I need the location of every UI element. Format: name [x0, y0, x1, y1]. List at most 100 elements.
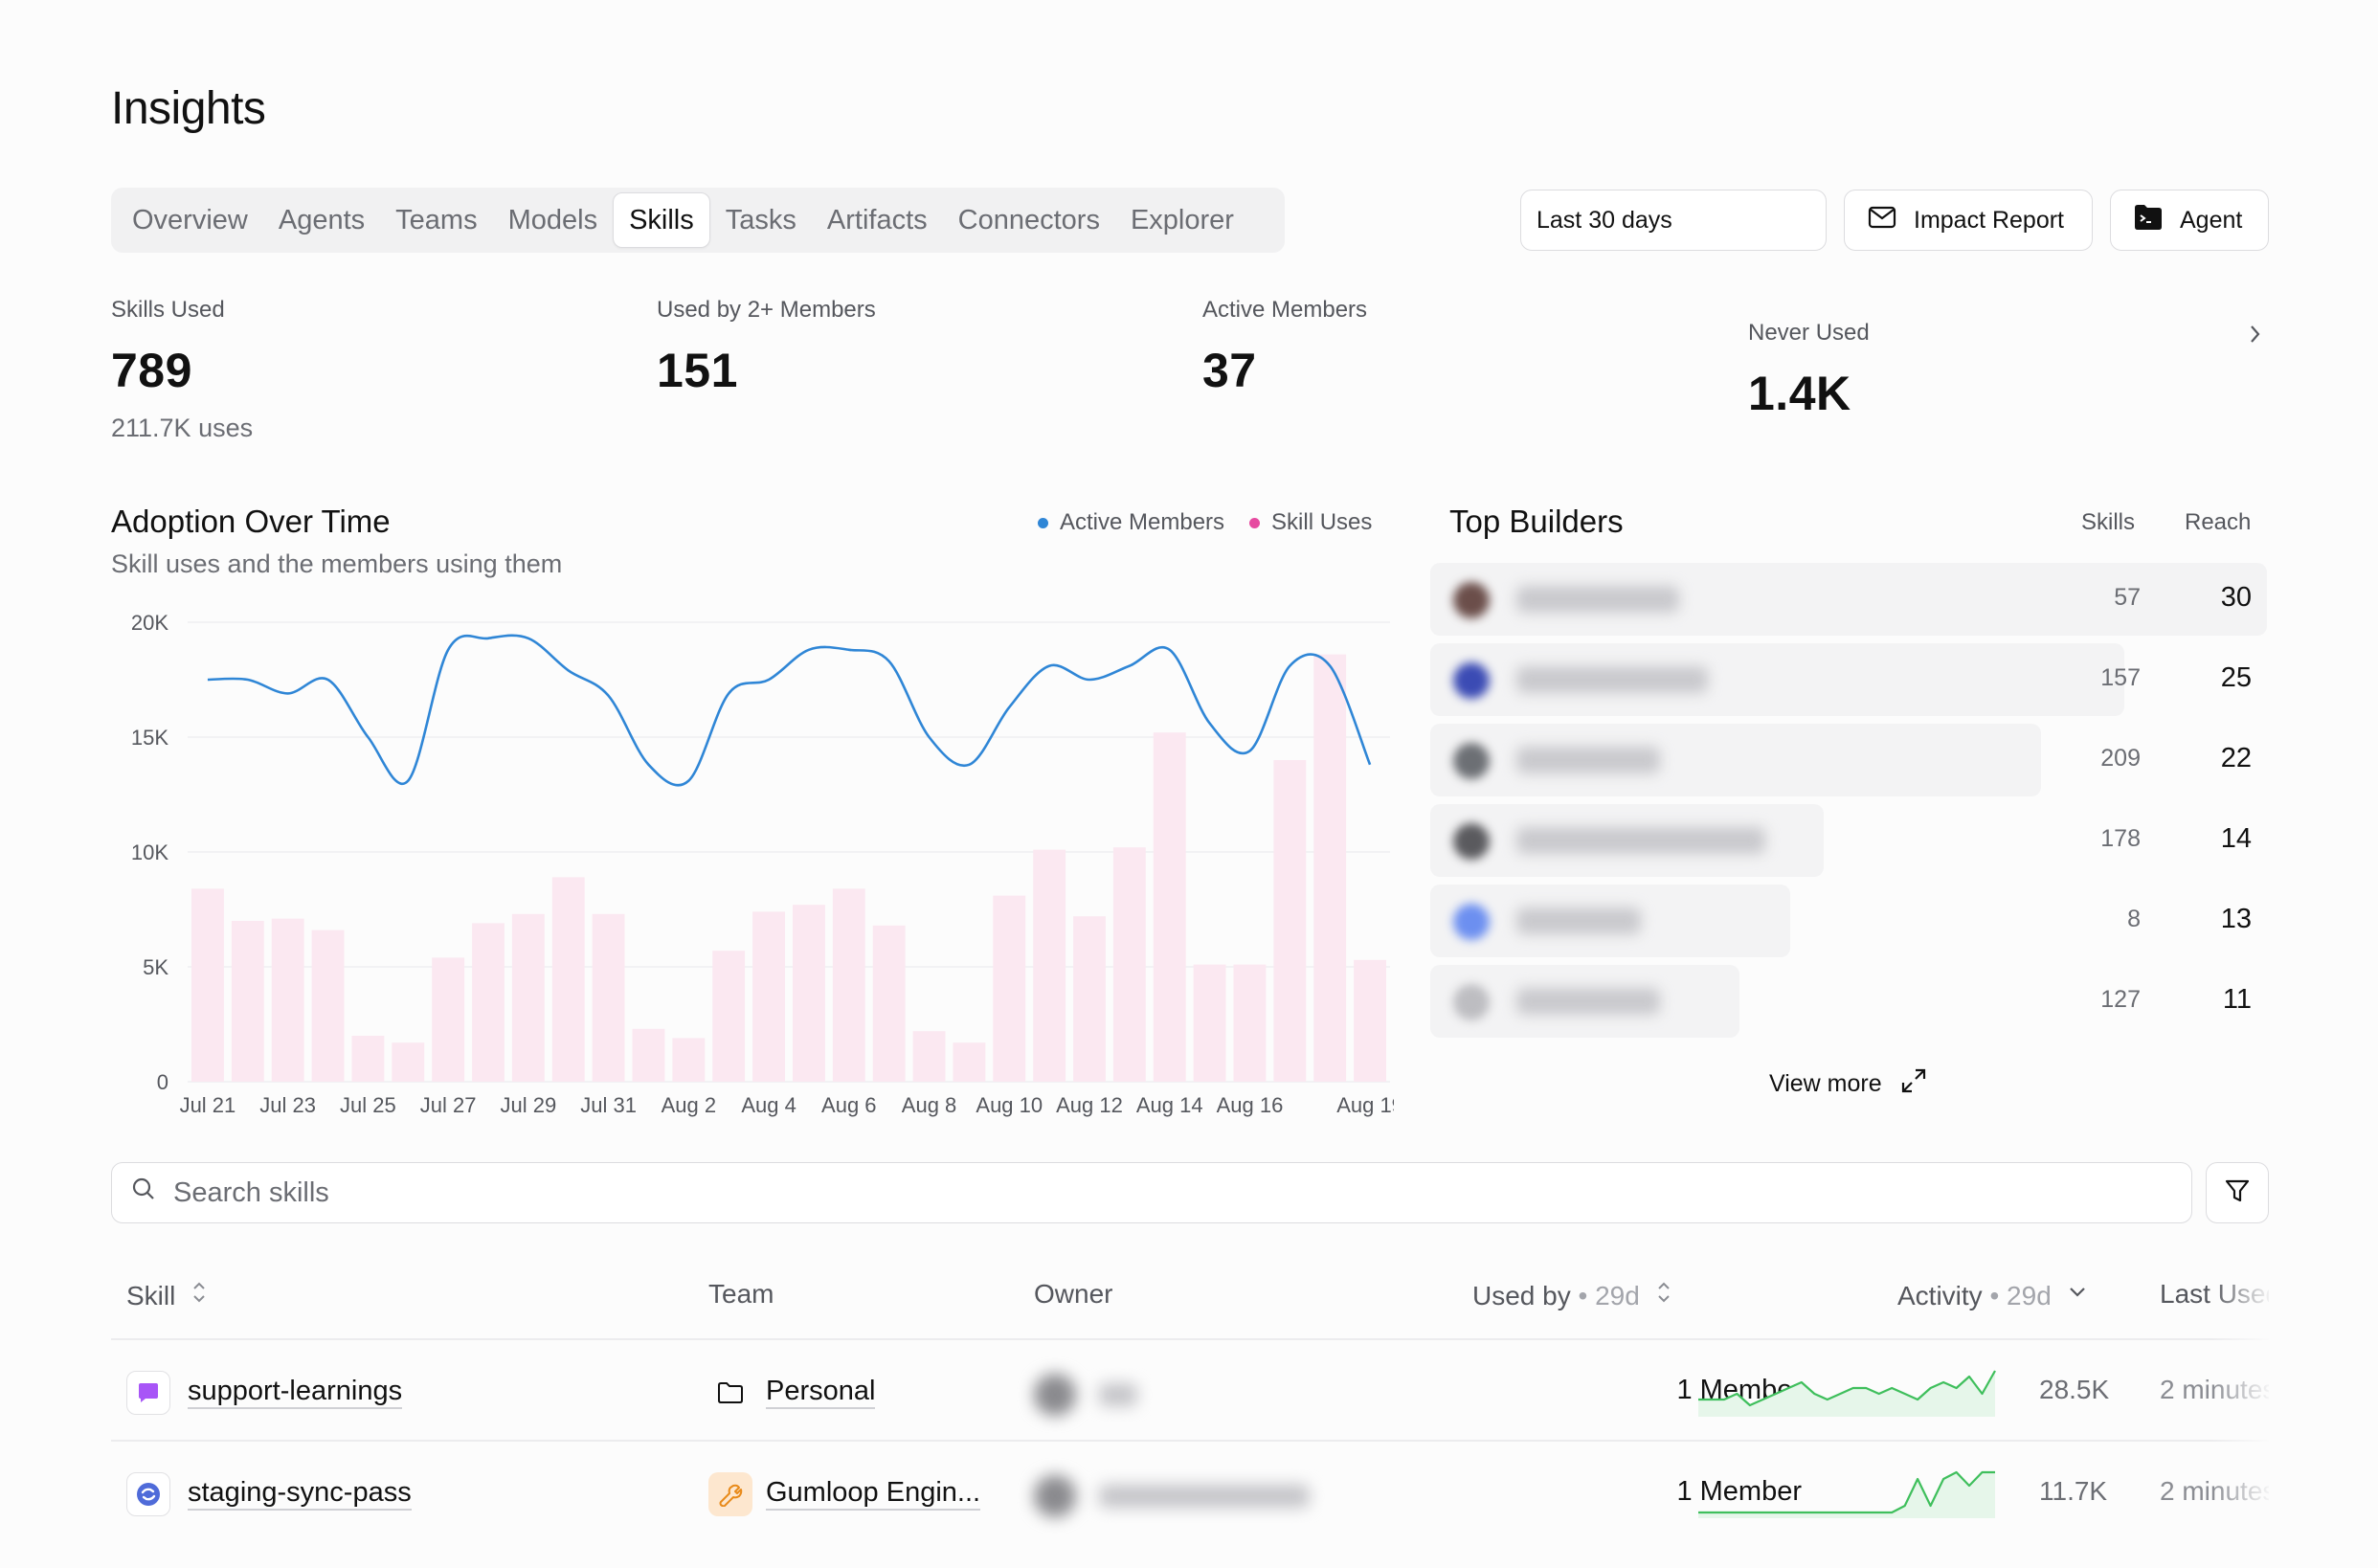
x-tick-label: Aug 10 [976, 1093, 1043, 1117]
stat-label: Active Members [1202, 297, 1368, 323]
impact-report-button[interactable]: Impact Report [1844, 190, 2093, 251]
avatar [1034, 1475, 1076, 1517]
column-header-skill[interactable]: Skill [126, 1279, 208, 1312]
builder-name-redacted [1516, 586, 1679, 613]
terminal-folder-icon [2134, 204, 2163, 237]
filter-button[interactable] [2206, 1162, 2269, 1223]
stat-value: 1.4K [1748, 367, 1851, 420]
x-tick-label: Aug 16 [1217, 1093, 1284, 1117]
skill-uses-bar[interactable] [993, 895, 1026, 1082]
builder-reach-count: 25 [2220, 662, 2252, 693]
column-header-skills: Skills [2081, 509, 2136, 535]
skill-uses-bar[interactable] [551, 877, 585, 1082]
tab-connectors[interactable]: Connectors [957, 204, 1100, 235]
x-tick-label: Aug 14 [1136, 1093, 1203, 1117]
chevron-right-icon[interactable] [2246, 322, 2265, 351]
column-header-used-by[interactable]: Used by • 29d [1472, 1279, 1672, 1312]
search-input[interactable]: Search skills [111, 1162, 2192, 1223]
stat-never-used[interactable]: Never Used 1.4K [1748, 320, 1870, 421]
team-name-link[interactable]: Gumloop Engin... [766, 1476, 981, 1511]
tab-overview[interactable]: Overview [132, 204, 248, 235]
builder-row[interactable]: 57 30 [1430, 563, 2267, 636]
skill-uses-bar[interactable] [752, 911, 785, 1082]
skill-uses-bar[interactable] [832, 888, 865, 1082]
builder-name-redacted [1516, 747, 1660, 773]
chat-bubble-icon [126, 1371, 170, 1415]
y-tick-label: 10K [131, 840, 168, 864]
folder-icon [708, 1371, 752, 1415]
skill-uses-bar[interactable] [511, 913, 545, 1082]
skill-uses-bar[interactable] [912, 1031, 946, 1082]
table-row[interactable]: support-learnings Personal 1 Member 28.5… [111, 1342, 2269, 1442]
tab-bar: Overview Agents Teams Models Skills Task… [111, 188, 1285, 253]
builder-row[interactable]: 8 13 [1430, 885, 2267, 957]
tab-skills[interactable]: Skills [613, 192, 710, 248]
tab-models[interactable]: Models [507, 204, 598, 235]
team-name-link[interactable]: Personal [766, 1375, 876, 1409]
view-more-button[interactable]: View more [1769, 1066, 1928, 1102]
skill-uses-bar[interactable] [793, 905, 825, 1082]
date-range-select[interactable]: Last 30 days [1520, 190, 1827, 251]
skill-uses-bar[interactable] [191, 888, 224, 1082]
skill-uses-bar[interactable] [1313, 654, 1347, 1082]
search-icon [131, 1176, 156, 1209]
tab-artifacts[interactable]: Artifacts [826, 204, 928, 235]
column-header-activity[interactable]: Activity • 29d [1897, 1279, 2088, 1312]
tab-teams[interactable]: Teams [395, 204, 478, 235]
header-period: • 29d [1578, 1280, 1640, 1310]
skill-uses-bar[interactable] [1273, 760, 1307, 1082]
scroll-fade [2211, 1254, 2273, 1568]
stat-subtext: 211.7K uses [111, 414, 254, 442]
adoption-chart: 0 5K 10K 15K 20K Jul 21 Jul 23 Jul 25 Jul 27 Jul … [131, 611, 1394, 1117]
skill-uses-bar[interactable] [271, 918, 304, 1082]
skill-uses-bar[interactable] [472, 923, 505, 1082]
skill-uses-bar[interactable] [1193, 964, 1226, 1082]
y-tick-label: 0 [157, 1070, 168, 1094]
skill-uses-bar[interactable] [351, 1036, 385, 1082]
expand-icon [1899, 1066, 1928, 1102]
builder-row[interactable]: 127 11 [1430, 965, 2267, 1038]
skill-uses-bar[interactable] [632, 1028, 665, 1082]
sort-icon [191, 1279, 208, 1312]
search-placeholder: Search skills [173, 1176, 329, 1208]
skill-uses-bar[interactable] [1233, 964, 1267, 1082]
builder-row[interactable]: 178 14 [1430, 804, 2267, 877]
column-header-owner: Owner [1034, 1279, 1112, 1310]
skill-name-link[interactable]: staging-sync-pass [188, 1476, 412, 1511]
skill-uses-bar[interactable] [953, 1042, 986, 1082]
active-members-line[interactable] [207, 634, 1372, 787]
skill-uses-bar[interactable] [672, 1038, 706, 1082]
tab-tasks[interactable]: Tasks [725, 204, 796, 235]
avatar [1453, 582, 1490, 618]
table-row[interactable]: staging-sync-pass Gumloop Engin... 1 Mem… [111, 1444, 2269, 1543]
legend-dot [1038, 517, 1048, 528]
x-tick-label: Jul 25 [340, 1093, 396, 1117]
skill-uses-bar[interactable] [1153, 732, 1186, 1082]
skill-uses-bar[interactable] [1112, 847, 1146, 1082]
skill-uses-bar[interactable] [872, 925, 906, 1082]
x-tick-label: Jul 29 [501, 1093, 557, 1117]
stat-value: 37 [1202, 344, 1257, 397]
tab-explorer[interactable]: Explorer [1130, 204, 1234, 235]
skill-uses-bar[interactable] [392, 1042, 425, 1082]
activity-value: 28.5K [2039, 1375, 2110, 1404]
skill-uses-bar[interactable] [231, 921, 264, 1082]
skill-uses-bar[interactable] [712, 951, 746, 1082]
skill-uses-bar[interactable] [1073, 916, 1106, 1082]
y-tick-label: 5K [143, 955, 168, 979]
skill-name-link[interactable]: support-learnings [188, 1375, 403, 1409]
skill-uses-bar[interactable] [1354, 959, 1386, 1082]
tab-agents[interactable]: Agents [278, 204, 366, 235]
avatar [1453, 984, 1490, 1020]
builder-row[interactable]: 157 25 [1430, 643, 2267, 716]
x-tick-label: Jul 27 [420, 1093, 477, 1117]
skill-uses-bar[interactable] [592, 913, 625, 1082]
builder-row[interactable]: 209 22 [1430, 724, 2267, 796]
view-more-label: View more [1769, 1070, 1882, 1097]
skill-uses-bar[interactable] [432, 957, 465, 1082]
builder-skills-count: 178 [2100, 825, 2141, 852]
skill-uses-bar[interactable] [311, 930, 345, 1082]
agent-button[interactable]: Agent [2110, 190, 2269, 251]
skill-uses-bar[interactable] [1033, 849, 1066, 1082]
builder-skills-count: 127 [2100, 986, 2141, 1013]
